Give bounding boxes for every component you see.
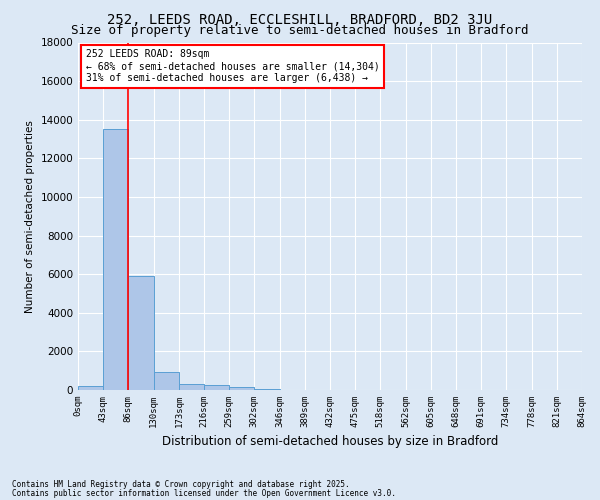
Text: 252, LEEDS ROAD, ECCLESHILL, BRADFORD, BD2 3JU: 252, LEEDS ROAD, ECCLESHILL, BRADFORD, B… xyxy=(107,12,493,26)
Bar xyxy=(78,386,103,390)
Bar xyxy=(154,372,179,390)
Text: Contains public sector information licensed under the Open Government Licence v3: Contains public sector information licen… xyxy=(12,488,396,498)
Text: 252 LEEDS ROAD: 89sqm
← 68% of semi-detached houses are smaller (14,304)
31% of : 252 LEEDS ROAD: 89sqm ← 68% of semi-deta… xyxy=(86,50,379,82)
Y-axis label: Number of semi-detached properties: Number of semi-detached properties xyxy=(25,120,35,312)
Text: Contains HM Land Registry data © Crown copyright and database right 2025.: Contains HM Land Registry data © Crown c… xyxy=(12,480,350,489)
Bar xyxy=(179,384,204,390)
Bar xyxy=(204,385,229,390)
Text: Size of property relative to semi-detached houses in Bradford: Size of property relative to semi-detach… xyxy=(71,24,529,37)
Bar xyxy=(254,389,280,390)
Bar xyxy=(103,130,128,390)
Bar xyxy=(128,276,154,390)
X-axis label: Distribution of semi-detached houses by size in Bradford: Distribution of semi-detached houses by … xyxy=(162,436,498,448)
Bar xyxy=(229,388,254,390)
